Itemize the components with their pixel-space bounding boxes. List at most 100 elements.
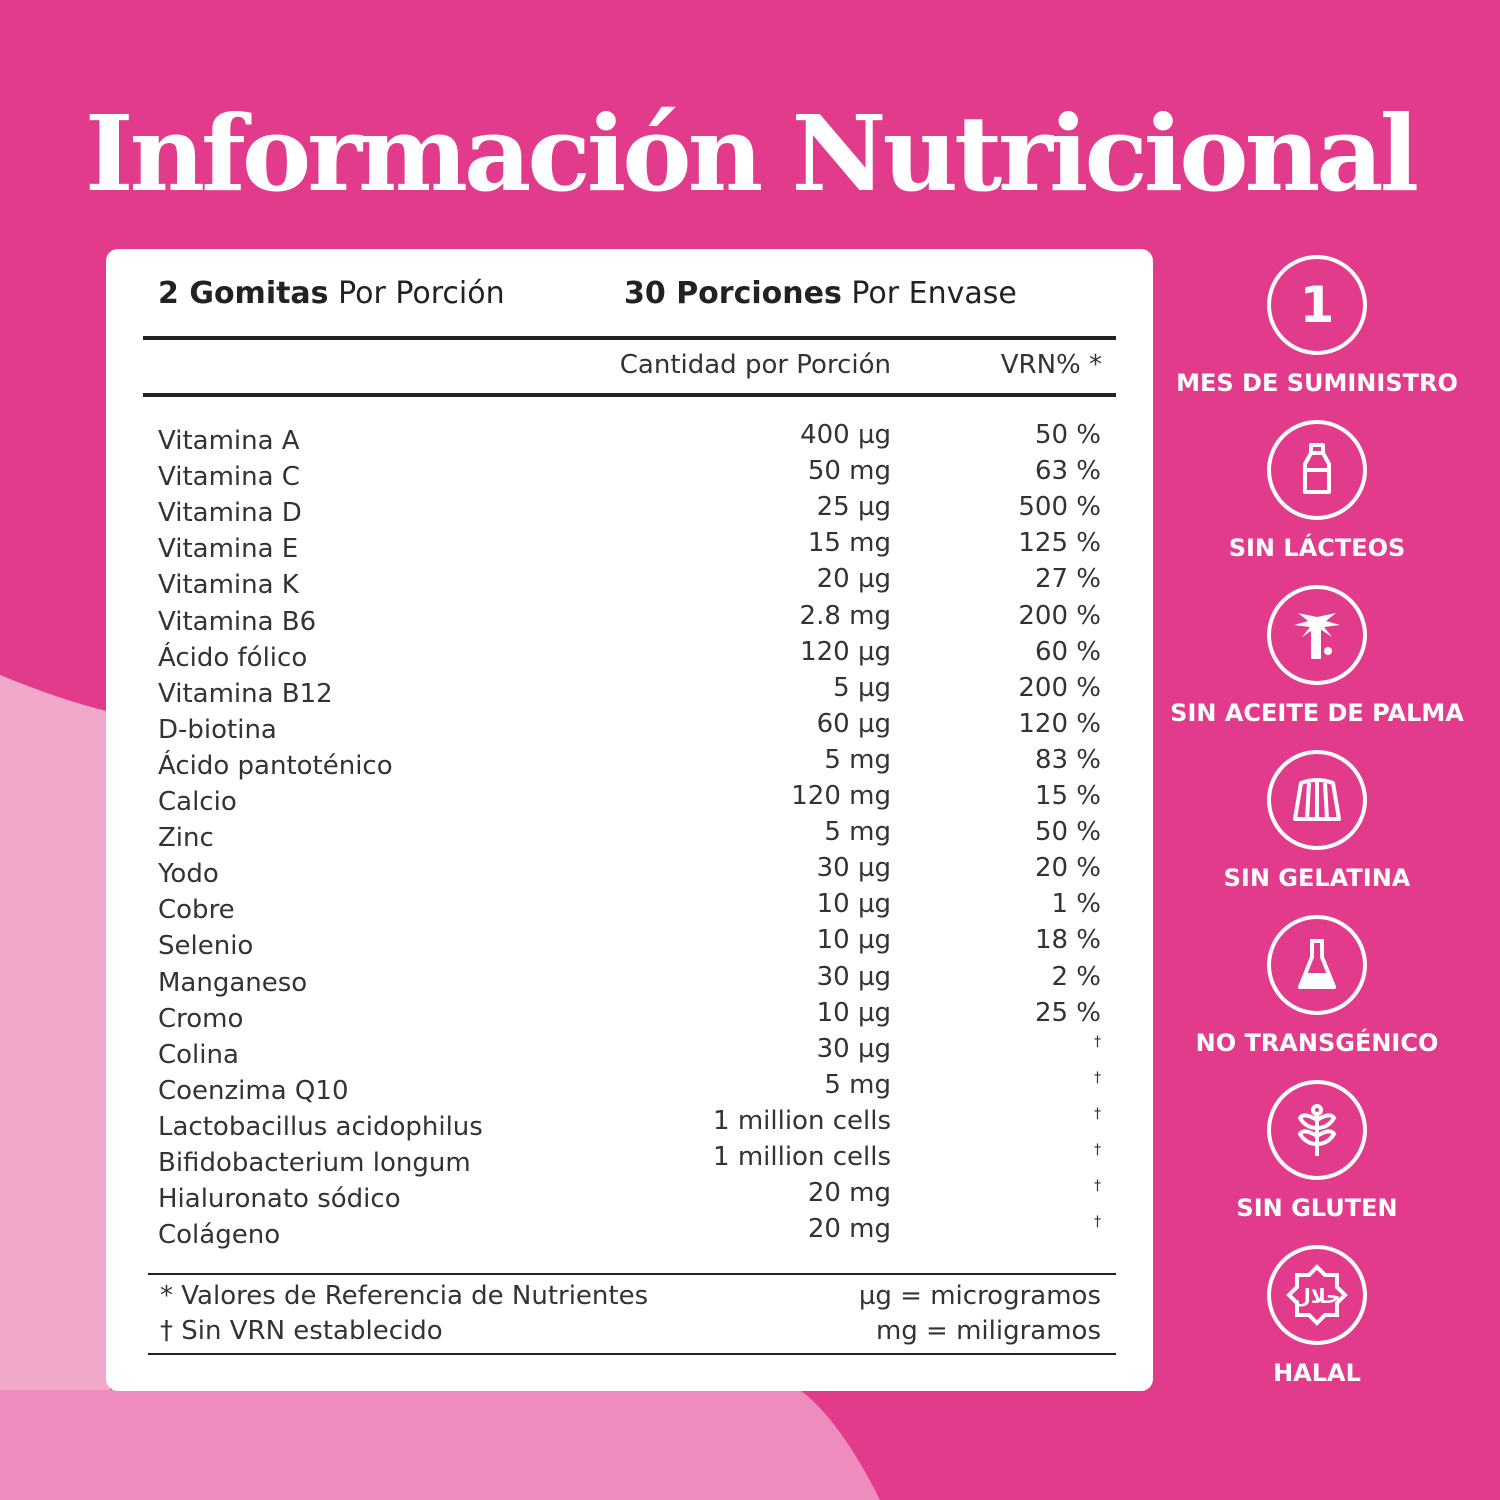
column-header-vrn: VRN% * — [1000, 350, 1102, 380]
nutrient-name: Calcio — [158, 787, 237, 817]
nutrient-vrn: 200 % — [1018, 600, 1101, 631]
nutrient-row: D-biotina 60 µg 120 % — [106, 709, 1153, 745]
nutrient-row: Cobre 10 µg 1 % — [106, 889, 1153, 925]
wheat-icon — [1267, 1080, 1367, 1180]
nutrient-row: Vitamina E 15 mg 125 % — [106, 528, 1153, 564]
nutrient-vrn: 50 % — [1034, 817, 1101, 848]
nutrient-amount: 20 µg — [816, 564, 891, 595]
badge: حلال HALAL — [1167, 1245, 1467, 1387]
nutrient-row: Vitamina A 400 µg 50 % — [106, 420, 1153, 456]
nutrient-amount: 25 µg — [816, 492, 891, 523]
nutrient-amount: 5 µg — [833, 672, 891, 703]
nutrient-vrn: 1 % — [1051, 889, 1101, 920]
nutrient-amount: 120 µg — [800, 636, 891, 667]
divider — [143, 336, 1116, 340]
footnote-no-vrn: † Sin VRN establecido — [160, 1316, 443, 1346]
nutrient-amount: 1 million cells — [713, 1142, 891, 1172]
nutrient-vrn: 63 % — [1034, 456, 1101, 487]
nutrient-vrn: 2 % — [1051, 961, 1101, 992]
nutrient-row: Zinc 5 mg 50 % — [106, 817, 1153, 853]
nutrient-amount: 30 µg — [816, 853, 891, 884]
badge-label: HALAL — [1273, 1359, 1361, 1387]
gelatin-icon — [1267, 750, 1367, 850]
nutrient-amount: 50 mg — [807, 456, 891, 487]
divider — [148, 1353, 1116, 1355]
nutrient-amount: 60 µg — [816, 708, 891, 739]
serving-size: 2 Gomitas Por Porción — [158, 276, 505, 311]
nutrient-name: Manganeso — [158, 967, 308, 998]
nutrition-table-card — [106, 249, 1153, 1391]
badge-label: SIN LÁCTEOS — [1228, 534, 1406, 562]
nutrient-vrn: 125 % — [1018, 528, 1101, 559]
nutrient-row: Ácido fólico 120 µg 60 % — [106, 637, 1153, 673]
nutrient-name: Colágeno — [158, 1220, 281, 1251]
nutrient-vrn: 27 % — [1034, 564, 1101, 595]
nutrient-vrn: † — [1094, 1105, 1101, 1122]
halal-icon: حلال — [1267, 1245, 1367, 1345]
badge-label: SIN ACEITE DE PALMA — [1170, 699, 1464, 727]
nutrient-name: Bifidobacterium longum — [158, 1148, 471, 1178]
nutrient-row: Vitamina K 20 µg 27 % — [106, 564, 1153, 600]
badge-label: NO TRANSGÉNICO — [1195, 1029, 1439, 1057]
nutrient-amount: 10 µg — [816, 997, 891, 1028]
servings-per-container: 30 Porciones Por Envase — [624, 276, 1017, 311]
nutrient-name: D-biotina — [158, 714, 277, 745]
nutrient-vrn: † — [1094, 1069, 1101, 1086]
nutrient-vrn: † — [1094, 1178, 1101, 1195]
nutrient-amount: 5 mg — [824, 817, 891, 848]
flask-icon — [1267, 915, 1367, 1015]
nutrient-name: Vitamina B6 — [158, 606, 317, 637]
nutrient-name: Selenio — [158, 931, 254, 962]
nutrient-name: Vitamina A — [158, 426, 300, 456]
nutrient-amount: 120 mg — [791, 781, 891, 811]
badge: SIN GLUTEN — [1167, 1080, 1467, 1222]
nutrient-vrn: 120 % — [1018, 708, 1101, 739]
footnote-milligrams: mg = miligramos — [875, 1316, 1101, 1346]
nutrient-amount: 20 mg — [807, 1214, 891, 1245]
nutrient-name: Cromo — [158, 1003, 244, 1034]
nutrient-amount: 30 µg — [816, 1033, 891, 1064]
palm-tree-icon — [1267, 585, 1367, 685]
nutrient-vrn: † — [1094, 1033, 1101, 1050]
nutrient-name: Vitamina B12 — [158, 678, 333, 709]
nutrient-name: Ácido fólico — [158, 642, 308, 673]
nutrient-amount: 15 mg — [807, 528, 891, 559]
nutrient-name: Vitamina E — [158, 534, 299, 565]
nutrient-vrn: 15 % — [1034, 781, 1101, 811]
footnote-vrn: * Valores de Referencia de Nutrientes — [160, 1281, 649, 1311]
nutrient-row: Vitamina B6 2.8 mg 200 % — [106, 601, 1153, 637]
nutrient-row: Manganeso 30 µg 2 % — [106, 962, 1153, 998]
nutrient-amount: 20 mg — [807, 1178, 891, 1209]
badge: SIN LÁCTEOS — [1167, 420, 1467, 562]
badge: NO TRANSGÉNICO — [1167, 915, 1467, 1057]
nutrient-amount: 5 mg — [824, 1069, 891, 1100]
nutrient-row: Vitamina B12 5 µg 200 % — [106, 673, 1153, 709]
nutrient-vrn: † — [1094, 1214, 1101, 1231]
nutrient-amount: 5 mg — [824, 744, 891, 775]
divider — [143, 393, 1116, 397]
nutrient-row: Colina 30 µg † — [106, 1034, 1153, 1070]
nutrient-name: Yodo — [158, 859, 219, 890]
nutrient-amount: 10 µg — [816, 889, 891, 920]
nutrient-amount: 1 million cells — [713, 1105, 891, 1136]
nutrient-vrn: † — [1094, 1142, 1101, 1158]
badge: SIN GELATINA — [1167, 750, 1467, 892]
footnote-micrograms: µg = microgramos — [858, 1281, 1101, 1311]
nutrient-vrn: 200 % — [1018, 672, 1101, 703]
nutrient-amount: 10 µg — [816, 925, 891, 956]
nutrient-row: Bifidobacterium longum 1 million cells † — [106, 1142, 1153, 1178]
divider — [148, 1273, 1116, 1275]
nutrient-vrn: 18 % — [1034, 925, 1101, 956]
badge: 1 MES DE SUMINISTRO — [1167, 255, 1467, 397]
nutrient-amount: 400 µg — [800, 420, 891, 450]
nutrient-row: Yodo 30 µg 20 % — [106, 853, 1153, 889]
nutrient-vrn: 83 % — [1034, 744, 1101, 775]
nutrient-vrn: 20 % — [1034, 853, 1101, 884]
badge: SIN ACEITE DE PALMA — [1167, 585, 1467, 727]
nutrient-name: Colina — [158, 1039, 239, 1070]
nutrient-vrn: 500 % — [1018, 492, 1101, 523]
nutrient-name: Zinc — [158, 823, 214, 854]
nutrient-amount: 2.8 mg — [799, 600, 891, 631]
nutrient-row: Colágeno 20 mg † — [106, 1214, 1153, 1250]
